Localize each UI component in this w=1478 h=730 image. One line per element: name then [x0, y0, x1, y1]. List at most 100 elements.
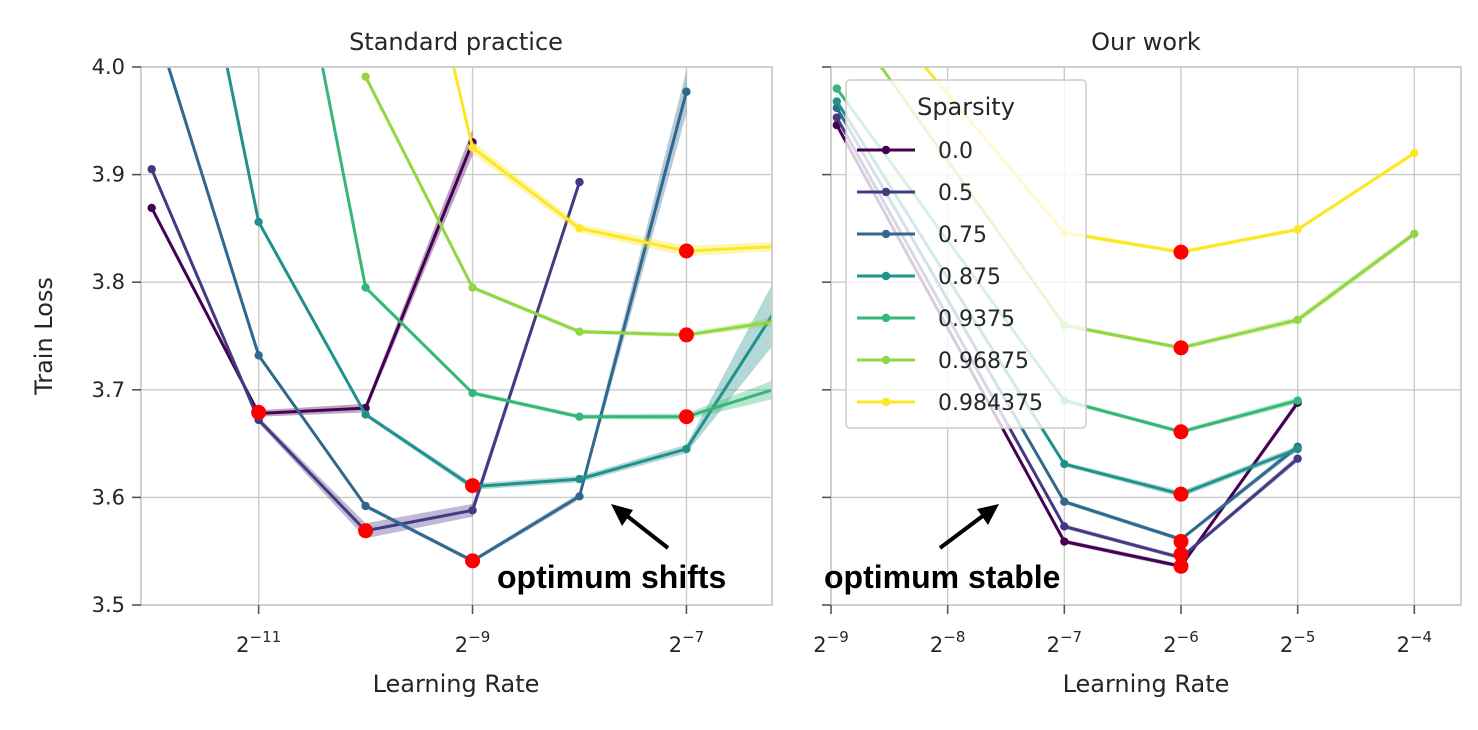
data-point: [789, 241, 797, 249]
optimum-marker: [1173, 244, 1189, 260]
series-band: [322, 67, 772, 420]
x-tick-label: 2−6: [1163, 628, 1199, 657]
data-point: [682, 444, 691, 454]
data-point: [468, 506, 477, 515]
data-point: [1293, 454, 1302, 463]
axes-frame: [140, 66, 773, 606]
y-axis-label: Train Loss: [30, 277, 58, 396]
optimum-marker: [1173, 534, 1189, 550]
panel-standard-practice: Standard practice 2−11 2−9 2−7 3.53.63.73.…: [30, 9, 797, 698]
legend-box: [845, 79, 1087, 429]
legend-item-0-984375: 0.984375: [857, 391, 1043, 416]
x-axis: 2−11 2−9 2−7: [236, 605, 704, 657]
annotation-arrowhead: [977, 504, 999, 525]
panel-our-work: Our work 2−9 2−8 2−7 2−6 2−5 2−4 Learning Rat…: [813, 28, 1462, 698]
data-point: [147, 165, 156, 174]
legend-title: Sparsity: [917, 93, 1015, 121]
data-point: [575, 327, 584, 336]
series-line: [320, 67, 772, 419]
series-0-984375: [452, 67, 797, 257]
data-point: [1060, 537, 1069, 546]
data-point: [468, 388, 477, 398]
data-point: [361, 501, 370, 511]
data-point: [903, 41, 911, 49]
data-point: [147, 9, 155, 17]
data-point: [789, 315, 797, 323]
data-point: [1293, 225, 1302, 234]
data-point: [254, 351, 263, 360]
data-point: [862, 41, 870, 49]
panel-title: Standard practice: [349, 28, 563, 56]
optimum-marker: [465, 478, 481, 494]
optimum-marker: [678, 327, 694, 343]
optimum-marker: [1173, 558, 1189, 574]
x-tick-label: 2−11: [236, 628, 281, 657]
legend-swatch-marker: [881, 355, 891, 365]
optimum-marker: [1173, 546, 1189, 562]
series-band: [453, 67, 772, 257]
legend-item-0-9375: 0.9375: [857, 307, 1015, 332]
legend-item-0-875: 0.875: [857, 265, 1001, 290]
data-point: [361, 410, 370, 419]
data-point: [361, 283, 370, 292]
legend-label: 0.96875: [938, 349, 1029, 374]
data-point: [1293, 444, 1302, 454]
data-point: [789, 379, 797, 387]
data-point: [575, 474, 584, 484]
data-point: [468, 283, 477, 292]
series-layer: [147, 9, 797, 569]
data-point: [1410, 148, 1419, 158]
axes-frame: [830, 66, 1462, 606]
optimum-marker: [251, 404, 267, 420]
series-line: [166, 67, 688, 563]
y-tick-label: 4.0: [92, 55, 125, 79]
x-tick-label: 2−5: [1280, 628, 1316, 657]
data-point: [575, 412, 584, 421]
annotation-optimum-stable: optimum stable: [824, 559, 1060, 595]
data-point: [832, 84, 842, 93]
annotation-arrowhead: [611, 504, 633, 526]
data-point: [832, 113, 842, 122]
data-point: [832, 97, 842, 106]
data-point: [1060, 522, 1069, 531]
y-axis: 3.5 3.6 3.7 3.8 3.9 4.0: [92, 55, 141, 617]
series-0-75: [147, 9, 691, 566]
legend-label: 0.0: [938, 139, 973, 164]
data-point: [147, 203, 156, 213]
optimum-marker: [1173, 486, 1189, 502]
data-point: [1410, 229, 1419, 238]
y-tick-label: 3.5: [92, 593, 125, 617]
series-0-96875: [361, 72, 797, 340]
data-point: [789, 278, 797, 286]
data-point: [1060, 497, 1069, 506]
legend-swatch-marker: [881, 229, 891, 239]
legend-item-0-5: 0.5: [857, 181, 973, 206]
x-tick-label: 2−9: [455, 628, 491, 657]
x-axis: 2−9 2−8 2−7 2−6 2−5 2−4: [813, 605, 1432, 657]
legend-label: 0.75: [938, 223, 987, 248]
x-tick-label: 2−9: [813, 628, 849, 657]
y-tick-label: 3.7: [92, 378, 125, 402]
optimum-marker: [678, 243, 694, 259]
x-axis-label: Learning Rate: [1063, 670, 1230, 698]
data-point: [1060, 459, 1069, 469]
x-tick-label: 2−7: [1047, 628, 1083, 657]
optimum-marker: [1173, 424, 1189, 440]
series-line: [452, 67, 772, 253]
optimum-marker: [465, 553, 481, 569]
data-point: [575, 177, 584, 187]
optimum-marker: [358, 523, 374, 539]
x-tick-label: 2−7: [669, 628, 705, 657]
y-tick-label: 3.6: [92, 485, 125, 509]
x-axis-label: Learning Rate: [373, 670, 540, 698]
data-point: [575, 492, 584, 501]
legend-item-0-75: 0.75: [857, 223, 987, 248]
data-point: [1293, 315, 1302, 325]
data-point: [468, 143, 477, 152]
legend-label: 0.5: [938, 181, 973, 206]
series-line: [150, 141, 474, 416]
legend-swatch-marker: [881, 397, 891, 407]
optimum-marker: [1173, 340, 1189, 356]
series-line: [364, 76, 772, 337]
